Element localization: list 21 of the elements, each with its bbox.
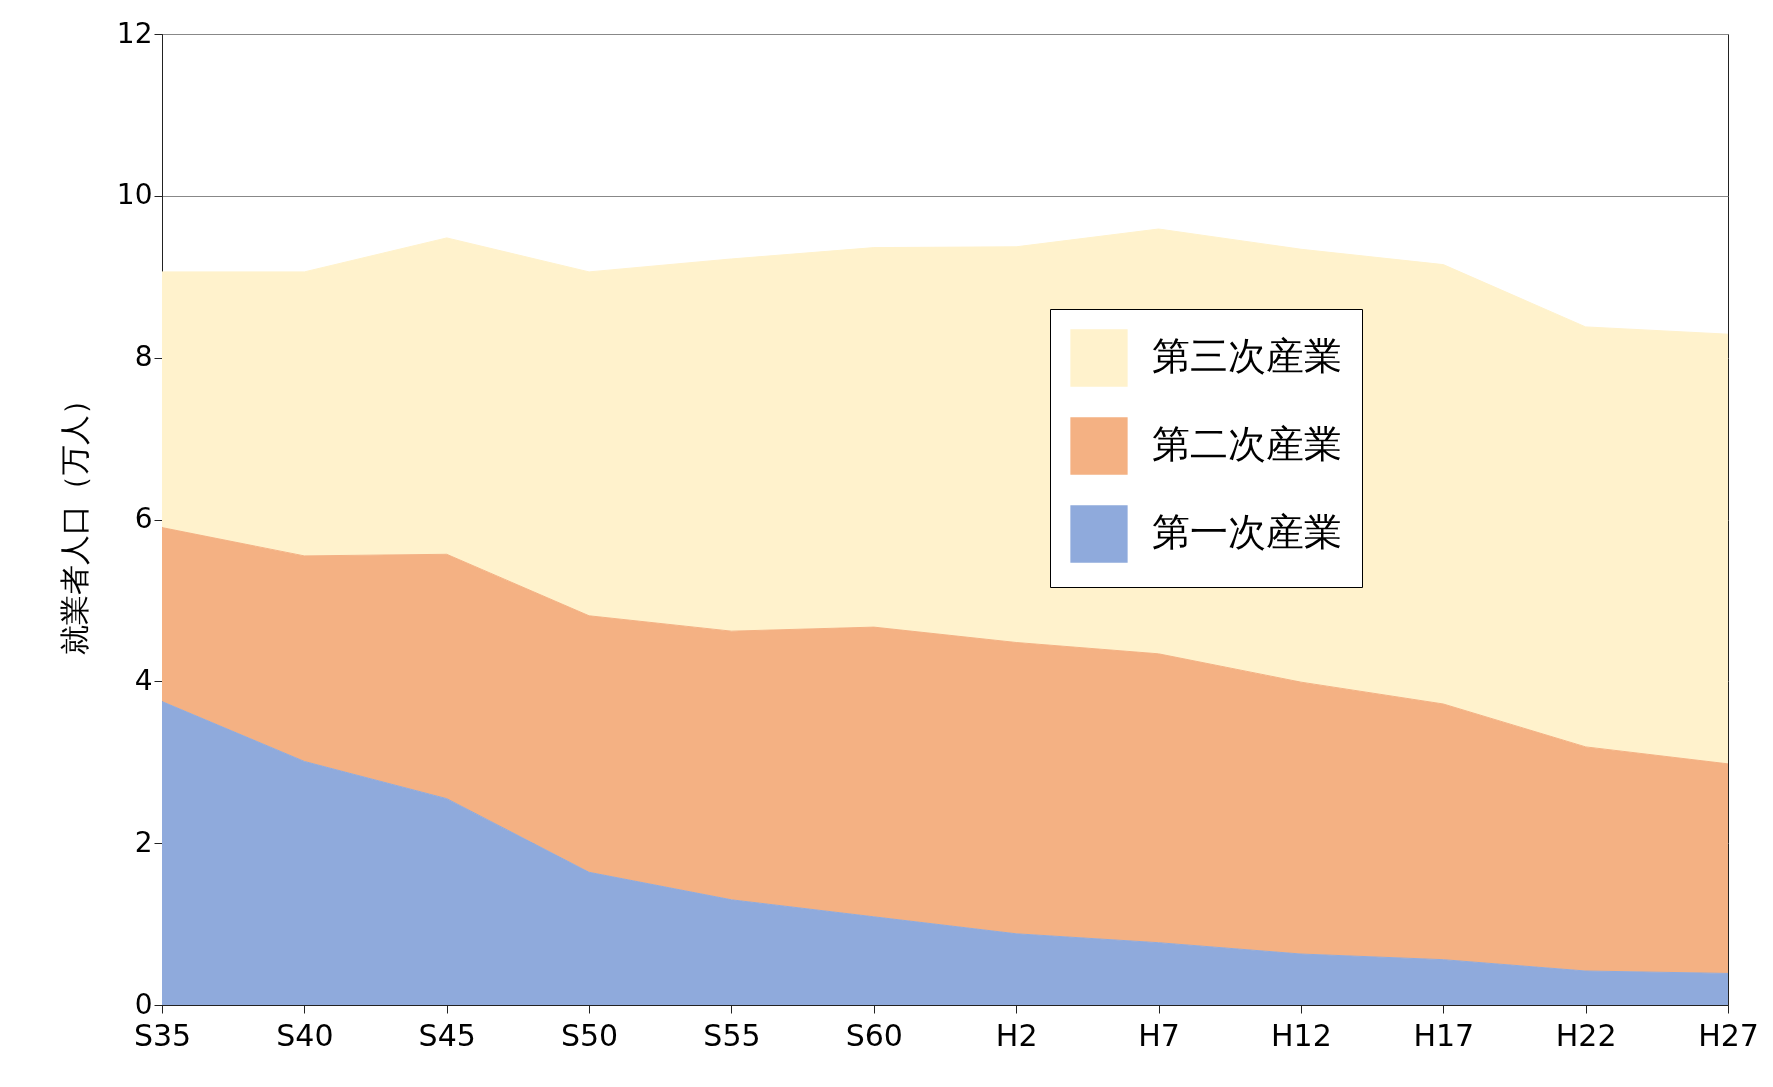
y-tick-label: 12 — [116, 16, 153, 50]
y-tick-label: 6 — [134, 502, 153, 535]
x-tick-label: S50 — [560, 1017, 619, 1053]
y-tick-label: 8 — [134, 340, 153, 374]
x-tick-label: S55 — [703, 1017, 761, 1053]
y-tick-label: 10 — [116, 178, 153, 212]
y-tick-label: 4 — [134, 663, 153, 697]
y-tick-label: 2 — [134, 825, 153, 859]
x-tick-label: H22 — [1555, 1017, 1617, 1053]
x-tick-label: S60 — [845, 1017, 903, 1053]
legend-label: 第三次産業 — [1152, 334, 1342, 378]
legend-label: 第一次産業 — [1152, 510, 1342, 554]
x-tick-label: H7 — [1138, 1017, 1180, 1053]
x-tick-label: S40 — [276, 1017, 334, 1053]
x-tick-label: H12 — [1271, 1017, 1332, 1053]
legend-label: 第二次産業 — [1152, 422, 1342, 466]
x-tick-label: H17 — [1413, 1017, 1475, 1053]
y-axis-title: 就業者人口（万人） — [56, 385, 92, 655]
x-tick-label: H27 — [1698, 1017, 1759, 1053]
x-tick-label: S45 — [418, 1017, 476, 1053]
x-tick-label: H2 — [995, 1017, 1038, 1053]
